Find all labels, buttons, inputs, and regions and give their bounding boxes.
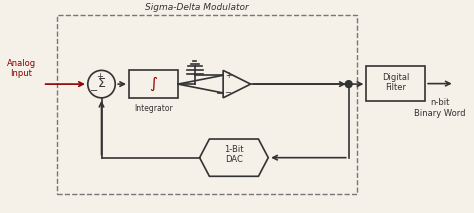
Text: Integrator: Integrator [134,104,173,113]
Text: +: + [96,72,103,81]
Text: −: − [225,88,231,97]
Text: Digital
Filter: Digital Filter [382,73,410,92]
Polygon shape [200,139,268,176]
Text: ∫: ∫ [149,76,157,91]
Text: n-bit
Binary Word: n-bit Binary Word [414,98,465,118]
Text: Sigma-Delta Modulator: Sigma-Delta Modulator [145,3,249,13]
Text: 1-Bit
DAC: 1-Bit DAC [224,145,244,164]
Bar [366,66,425,101]
Bar [129,70,178,98]
Text: +: + [225,71,231,80]
Text: Σ: Σ [98,77,105,90]
Text: Analog
Input: Analog Input [7,59,36,78]
Circle shape [88,70,115,98]
Text: −: − [90,86,98,96]
Polygon shape [223,70,251,98]
Circle shape [345,81,352,88]
Bar [57,15,356,194]
